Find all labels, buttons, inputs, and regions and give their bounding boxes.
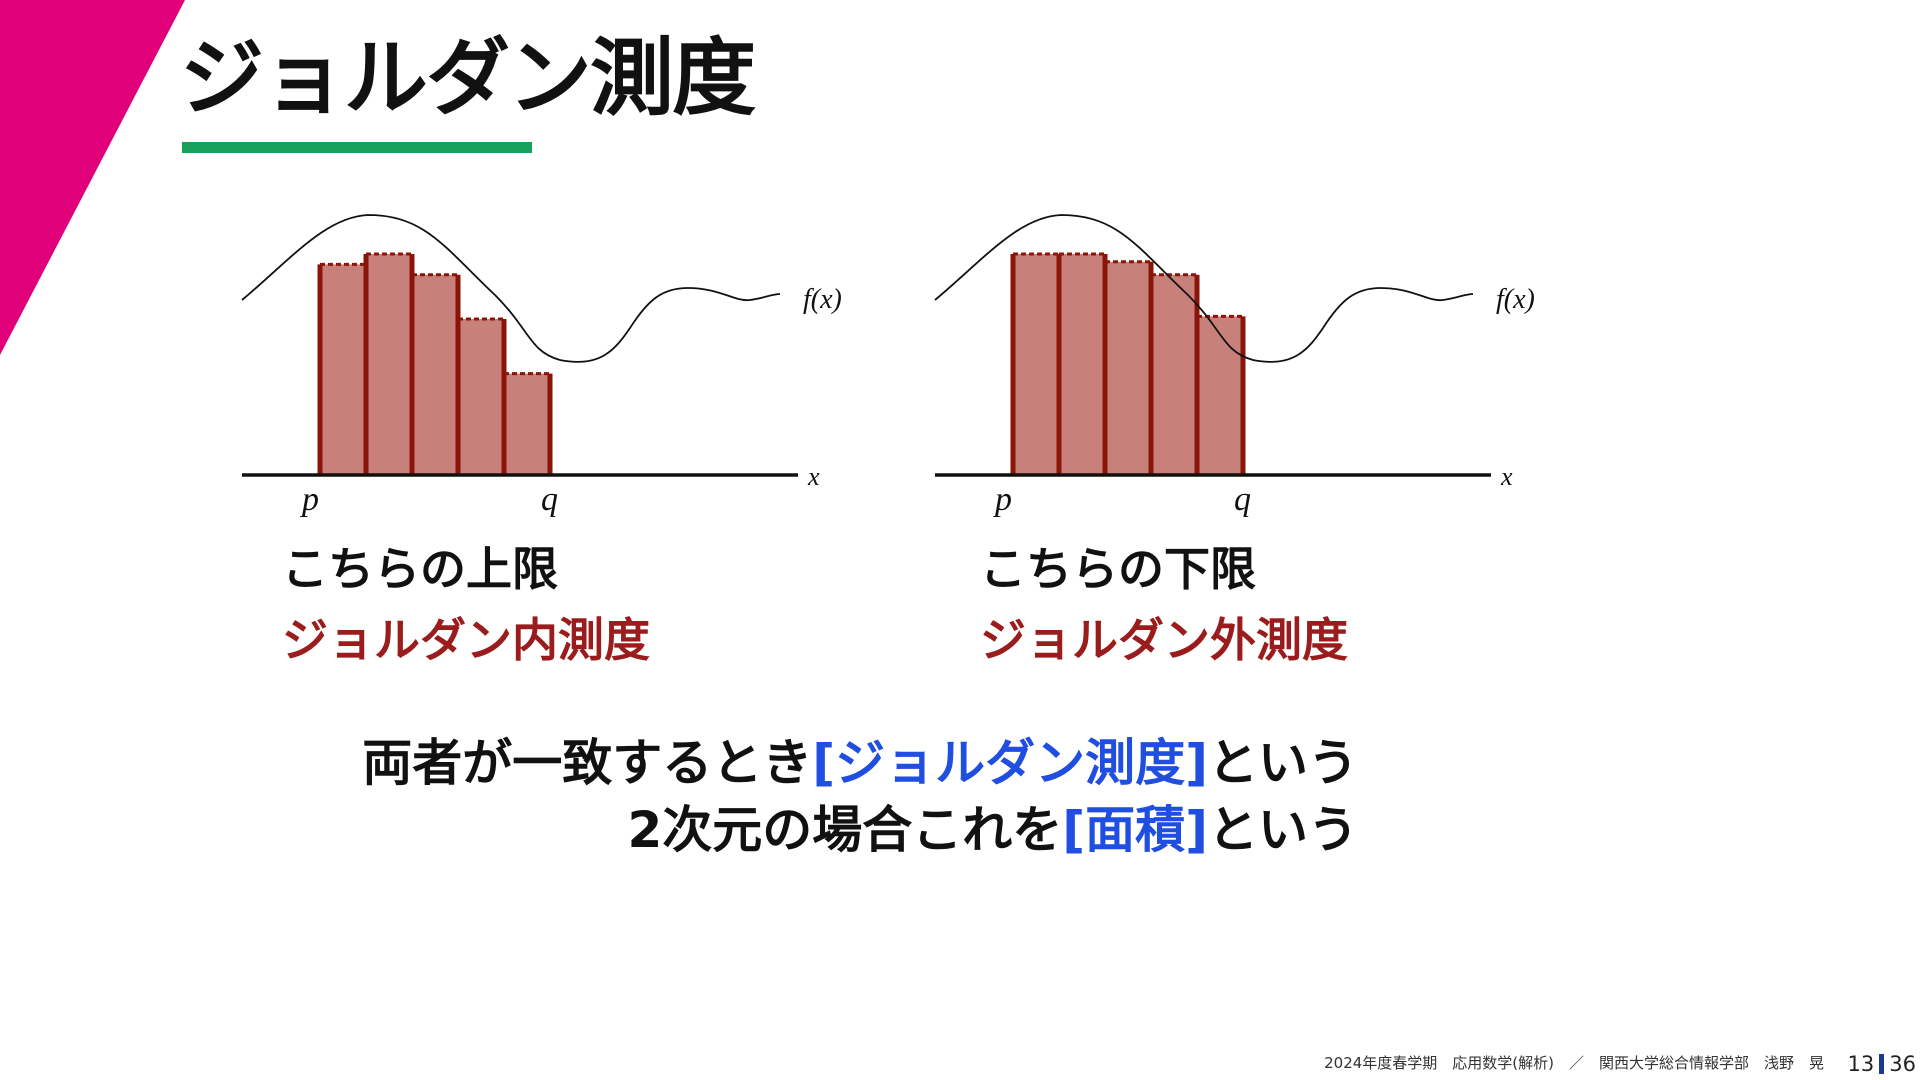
- bound-label-q: q: [541, 481, 558, 518]
- outer-bars: [1010, 252, 1246, 475]
- corner-decoration: [0, 0, 185, 355]
- bound-label-q: q: [1234, 481, 1251, 518]
- inner-bar-4: [458, 319, 504, 475]
- bound-label-p: p: [300, 481, 319, 518]
- outer-bar-1: [1013, 254, 1059, 475]
- inner-measure-label: ジョルダン内測度: [282, 613, 650, 667]
- keyword-area: [面積]: [1062, 801, 1208, 859]
- inner-bar-3: [412, 274, 458, 475]
- function-curve: [934, 214, 1474, 363]
- inner-measure-graph: x f(x) p q: [241, 214, 842, 518]
- outer-bar-5: [1197, 316, 1243, 475]
- axis-label-x: x: [807, 462, 820, 491]
- outer-bar-2: [1059, 254, 1105, 475]
- axis-label-x: x: [1500, 462, 1513, 491]
- summary-text: 2次元の場合これを: [627, 801, 1063, 859]
- footer-credit: 2024年度春学期 応用数学(解析) ／ 関西大学総合情報学部 浅野 晃: [1324, 1054, 1824, 1072]
- summary-text: 両者が一致するとき: [362, 734, 813, 792]
- outer-measure-graph: x f(x) p q: [934, 214, 1535, 518]
- inner-bar-2: [366, 254, 412, 475]
- function-curve: [241, 214, 781, 363]
- bound-label-p: p: [993, 481, 1012, 518]
- summary-text: という: [1208, 734, 1358, 792]
- inner-bar-5: [504, 373, 550, 475]
- function-label: f(x): [803, 284, 842, 315]
- inner-caption-line1: こちらの上限: [282, 542, 558, 596]
- summary-line-2: 2次元の場合これを[面積]という: [628, 800, 1359, 860]
- slide-title: ジョルダン測度: [180, 29, 756, 127]
- page-number: 13 36: [1848, 1052, 1916, 1076]
- page-current: 13: [1847, 1052, 1875, 1076]
- keyword-jordan-measure: [ジョルダン測度]: [812, 734, 1208, 792]
- inner-bars: [317, 252, 553, 475]
- page-total: 36: [1889, 1052, 1916, 1076]
- outer-bar-4: [1151, 274, 1197, 475]
- function-label: f(x): [1496, 284, 1535, 315]
- summary-line-1: 両者が一致するとき[ジョルダン測度]という: [362, 733, 1358, 793]
- inner-bar-1: [320, 264, 366, 475]
- outer-measure-label: ジョルダン外測度: [980, 613, 1348, 667]
- page-separator: [1879, 1054, 1885, 1074]
- title-underline: [182, 142, 532, 153]
- outer-bar-3: [1105, 261, 1151, 475]
- summary-text: という: [1208, 801, 1358, 859]
- outer-caption-line1: こちらの下限: [980, 542, 1256, 596]
